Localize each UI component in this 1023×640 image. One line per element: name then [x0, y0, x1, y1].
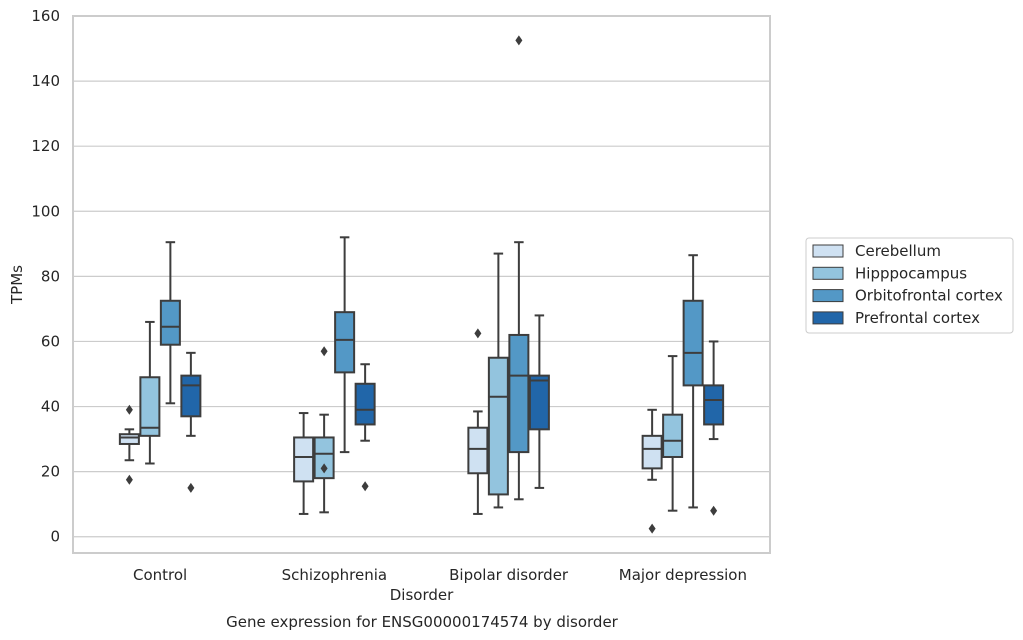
box-orbitofrontal-cortex [334, 236, 356, 454]
box-iqr [682, 299, 704, 387]
box-iqr [528, 374, 550, 431]
outlier-point [648, 523, 656, 534]
box-iqr [313, 436, 335, 480]
chart-title: Gene expression for ENSG00000174574 by d… [226, 613, 619, 631]
y-tick-label: 100 [31, 202, 60, 220]
box-hipppocampus [313, 346, 335, 514]
outlier-point [125, 474, 133, 485]
plot-frame [72, 15, 771, 554]
y-tick-label: 40 [41, 398, 60, 416]
box-iqr [354, 382, 376, 426]
y-tick-label: 120 [31, 137, 60, 155]
box-hipppocampus [487, 252, 509, 509]
box-iqr [118, 433, 140, 445]
box-prefrontal-cortex [528, 314, 550, 489]
x-tick-label: Major depression [619, 566, 747, 584]
outlier-point [515, 35, 523, 46]
legend-label: Orbitofrontal cortex [855, 287, 1003, 305]
legend-label: Prefrontal cortex [855, 309, 980, 327]
x-tick-label: Control [133, 566, 187, 584]
boxes [118, 35, 725, 534]
legend: Cerebellum Hipppocampus Orbitofrontal cort… [805, 237, 1014, 334]
x-tick-labels: Control Schizophrenia Bipolar disorder Majo… [133, 566, 747, 584]
x-axis-label: Disorder [390, 586, 454, 604]
x-tick-label: Schizophrenia [282, 566, 387, 584]
box-cerebellum [293, 412, 315, 515]
outlier-point [710, 505, 718, 516]
outlier-point [474, 328, 482, 339]
legend-swatch [812, 266, 844, 280]
legend-swatch [812, 311, 844, 325]
grid-lines [73, 15, 770, 538]
legend-swatch [812, 289, 844, 303]
box-cerebellum [467, 328, 489, 515]
legend-swatch [812, 244, 844, 258]
box-iqr [508, 333, 530, 454]
box-orbitofrontal-cortex [159, 241, 181, 405]
y-tick-label: 0 [50, 528, 60, 546]
box-cerebellum [118, 404, 140, 485]
box-iqr [662, 413, 684, 458]
y-tick-label: 60 [41, 332, 60, 350]
box-orbitofrontal-cortex [508, 35, 530, 501]
box-iqr [641, 434, 663, 470]
box-prefrontal-cortex [354, 363, 376, 492]
box-iqr [467, 426, 489, 475]
legend-label: Hipppocampus [855, 264, 967, 282]
box-iqr [180, 374, 202, 418]
y-tick-label: 140 [31, 72, 60, 90]
legend-label: Cerebellum [855, 242, 941, 260]
y-tick-label: 80 [41, 267, 60, 285]
y-tick-label: 20 [41, 463, 60, 481]
outlier-point [187, 482, 195, 493]
box-iqr [334, 311, 356, 374]
y-tick-label: 160 [31, 7, 60, 25]
outlier-point [320, 346, 328, 357]
outlier-point [361, 481, 369, 492]
box-prefrontal-cortex [703, 340, 725, 516]
outlier-point [125, 404, 133, 415]
box-iqr [487, 356, 509, 496]
legend-frame [805, 237, 1014, 334]
box-iqr [139, 376, 161, 437]
box-iqr [293, 436, 315, 483]
box-hipppocampus [139, 320, 161, 465]
box-orbitofrontal-cortex [682, 254, 704, 509]
box-iqr [159, 299, 181, 346]
box-prefrontal-cortex [180, 351, 202, 493]
box-hipppocampus [662, 355, 684, 512]
x-tick-label: Bipolar disorder [449, 566, 569, 584]
box-iqr [703, 384, 725, 426]
box-cerebellum [641, 408, 663, 534]
outlier-point [320, 463, 328, 474]
y-axis-label: TPMs [8, 265, 26, 305]
y-tick-labels: 0 20 40 60 80 100 120 140 160 [31, 7, 60, 546]
